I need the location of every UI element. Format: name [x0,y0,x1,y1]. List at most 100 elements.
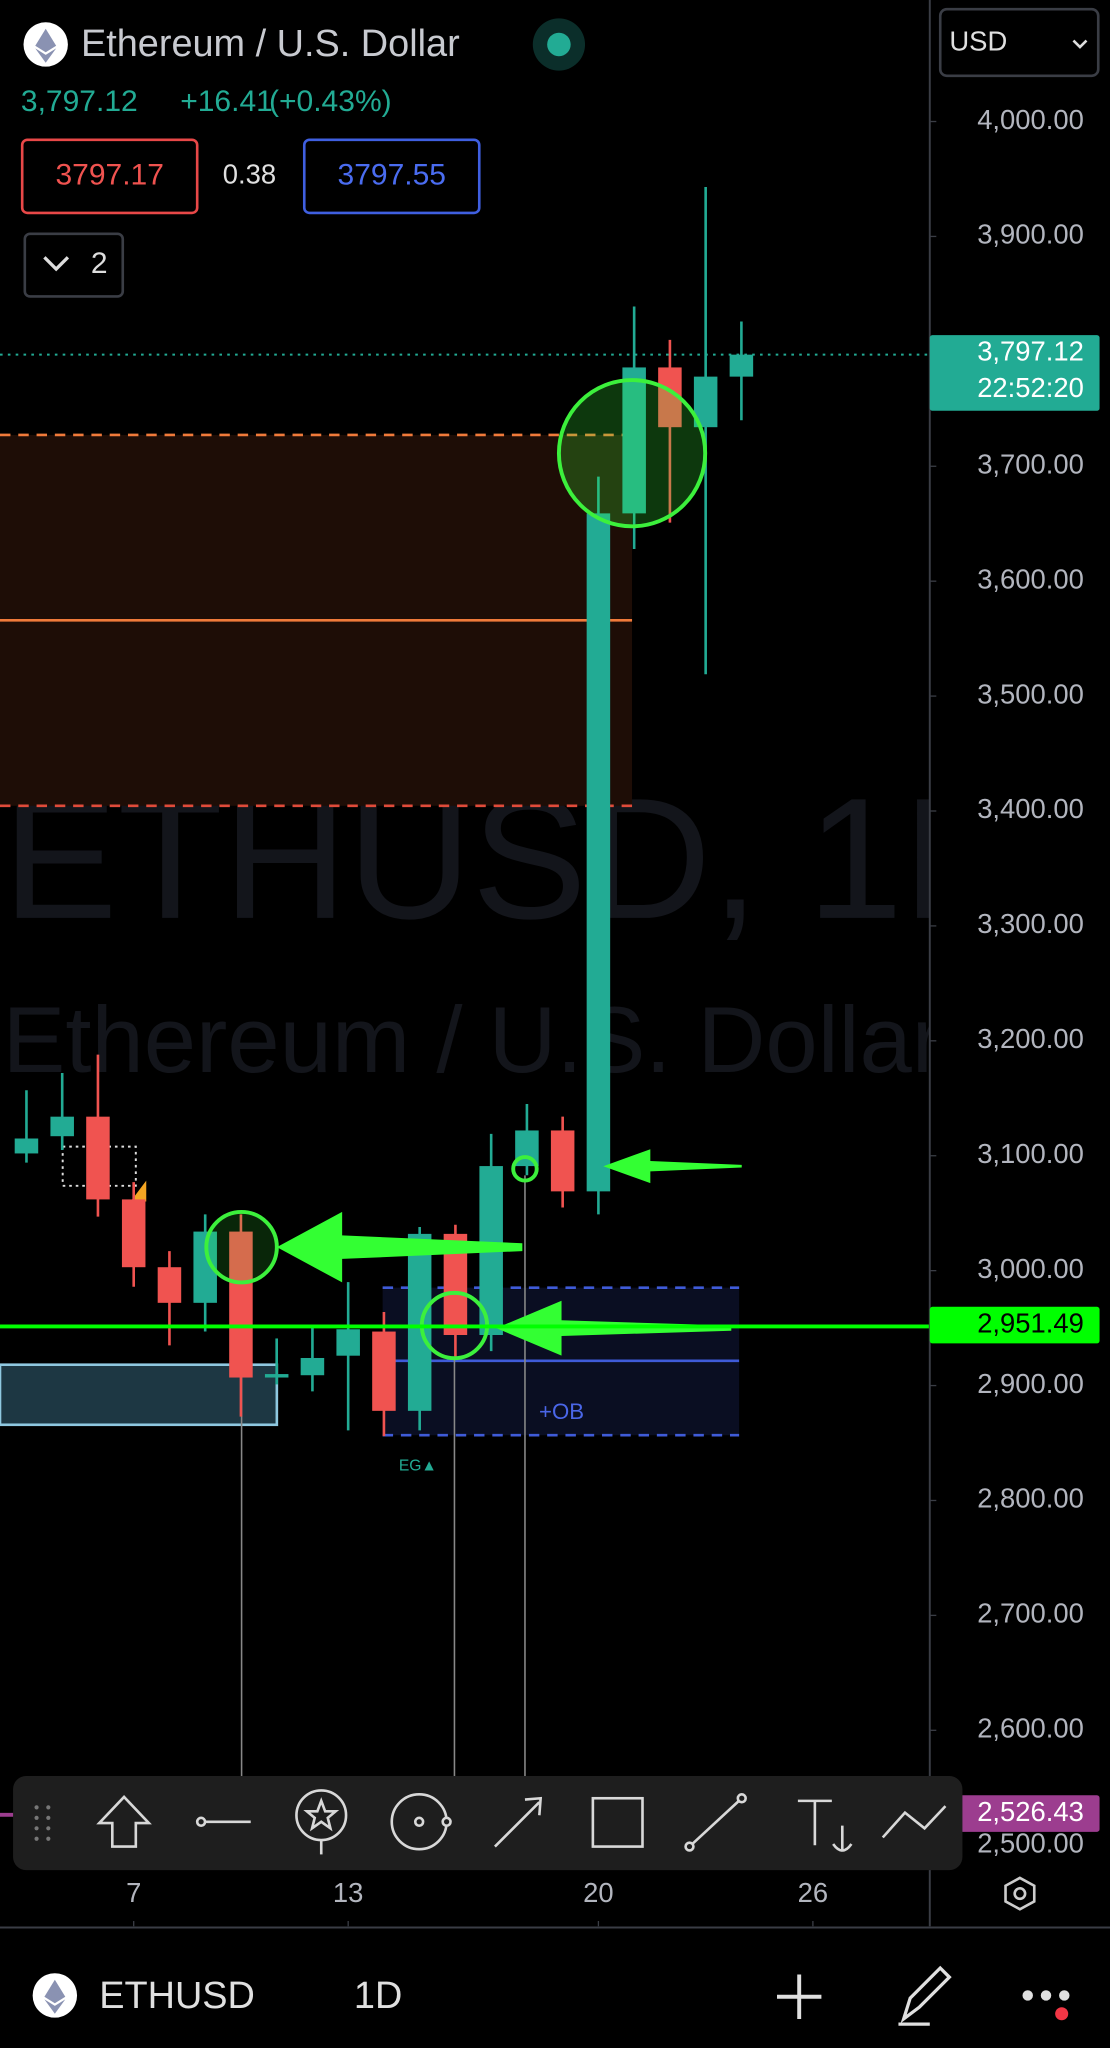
y-tick-label: 2,900.00 [977,1368,1084,1399]
more-button-part[interactable] [1059,1990,1070,2001]
drawing-toolbar [13,1776,963,1871]
y-tick-label: 3,400.00 [977,793,1084,824]
bottom-bar: ETHUSD 1D [32,1876,1070,2026]
candle-body [121,1199,146,1268]
drag-handle-part[interactable] [46,1836,51,1841]
arrow [276,1211,523,1283]
drag-handle[interactable] [34,1805,51,1841]
more-button-part[interactable] [1022,1990,1033,2001]
y-tick-label: 2,500.00 [977,1827,1084,1858]
toolbar-icon-part[interactable] [797,1799,853,1852]
price-label: 2,951.49 [977,1307,1084,1338]
price-label: 3,797.12 [977,336,1084,367]
indicators-toggle[interactable] [23,232,125,298]
candle-body [193,1231,217,1303]
toolbar-icon-part[interactable] [413,1816,425,1827]
y-tick-label: 3,900.00 [977,219,1084,250]
toolbar-icon-part[interactable] [736,1793,747,1804]
currency[interactable]: USD [949,25,1007,56]
x-tick-label: 20 [583,1877,613,1908]
signal-label: EG▲ [399,1458,437,1475]
sell-button[interactable] [20,138,199,215]
watermark-description: Ethereum / U.S. Dollar [3,987,943,1092]
drag-handle-part[interactable] [34,1815,39,1820]
toolbar-icon-part[interactable] [688,1797,743,1848]
candle-body [372,1331,396,1411]
price-countdown: 22:52:20 [977,372,1084,403]
candle-body [407,1233,432,1411]
candle-body [658,367,682,428]
highlight-circle [204,1209,279,1285]
price-change: +16.41 [180,85,273,118]
toolbar-icon-part[interactable] [494,1796,543,1848]
y-tick-label: 3,300.00 [977,908,1084,939]
price-label-box [929,335,1100,411]
highlight-circle [556,378,708,529]
candle-body [300,1357,325,1376]
interval[interactable]: 1D [354,1975,402,2017]
chevron [43,256,70,272]
drag-handle-part[interactable] [34,1836,39,1841]
settings-icon[interactable] [1004,1876,1036,1911]
y-tick-label: 4,000.00 [977,104,1084,135]
candle-body [693,376,718,428]
arrow [603,1149,742,1184]
candle-body [586,513,611,1192]
drag-handle-part[interactable] [46,1805,51,1810]
spread: 0.38 [223,159,276,190]
y-tick-label: 2,800.00 [977,1483,1084,1514]
y-tick-label: 2,600.00 [977,1713,1084,1744]
candle-body [336,1329,360,1356]
coin-logo-mark [35,28,57,63]
candle-body [729,354,754,377]
drag-handle-part[interactable] [46,1815,51,1820]
axes: 2,500.00 2,600.00 2,700.00 2,800.00 2,900.00… [0,0,1110,1929]
draw-button[interactable] [898,1965,952,2026]
market-status-dot [547,32,571,57]
y-tick-label: 3,700.00 [977,449,1084,480]
header: Ethereum / U.S. Dollar 3,797.12 +16.41 (… [20,7,1100,298]
drag-handle-part[interactable] [34,1826,39,1831]
indicators-count[interactable]: 2 [91,247,108,280]
more-button[interactable] [1022,1990,1070,2021]
ask-price[interactable]: 3797.55 [338,158,447,191]
toolbar-icon[interactable] [96,1789,947,1855]
toolbar-icon-part[interactable] [591,1796,644,1848]
x-tick-label: 13 [333,1877,363,1908]
candle-body [14,1138,39,1154]
y-tick-label: 3,200.00 [977,1023,1084,1054]
currency-select[interactable] [938,7,1100,78]
toolbar-icon-part[interactable] [195,1816,207,1827]
drag-handle-part[interactable] [34,1805,39,1810]
candle-body [550,1130,575,1192]
price-change-percent: (+0.43%) [269,85,392,118]
x-tick-label: 7 [126,1877,141,1908]
drag-handle-part[interactable] [46,1826,51,1831]
add-button[interactable] [777,1974,822,2019]
y-tick-label: 2,700.00 [977,1598,1084,1629]
toolbar-icon-part[interactable] [881,1805,947,1839]
bid-price[interactable]: 3797.17 [55,158,164,191]
order-block-label: +OB [539,1399,584,1424]
candle-body [264,1374,289,1378]
candle-body [443,1233,468,1336]
buy-button[interactable] [302,138,481,215]
toolbar-icon-part[interactable] [441,1816,452,1827]
candle-body [229,1231,253,1378]
chevron [1072,39,1088,49]
toolbar-icon-part[interactable] [684,1841,695,1852]
candles [0,187,930,1437]
toolbar-icon-part[interactable] [303,1797,340,1832]
price-label-box [929,1795,1100,1832]
highlight-circle [511,1155,539,1183]
symbol[interactable]: ETHUSD [99,1975,255,2017]
last-price: 3,797.12 [21,85,138,118]
toolbar-icon-part[interactable] [96,1795,152,1848]
symbol-name: Ethereum / U.S. Dollar [81,23,460,65]
more-button-part[interactable] [1055,2007,1069,2021]
more-button-part[interactable] [1040,1990,1052,2001]
y-tick-label: 3,500.00 [977,678,1084,709]
